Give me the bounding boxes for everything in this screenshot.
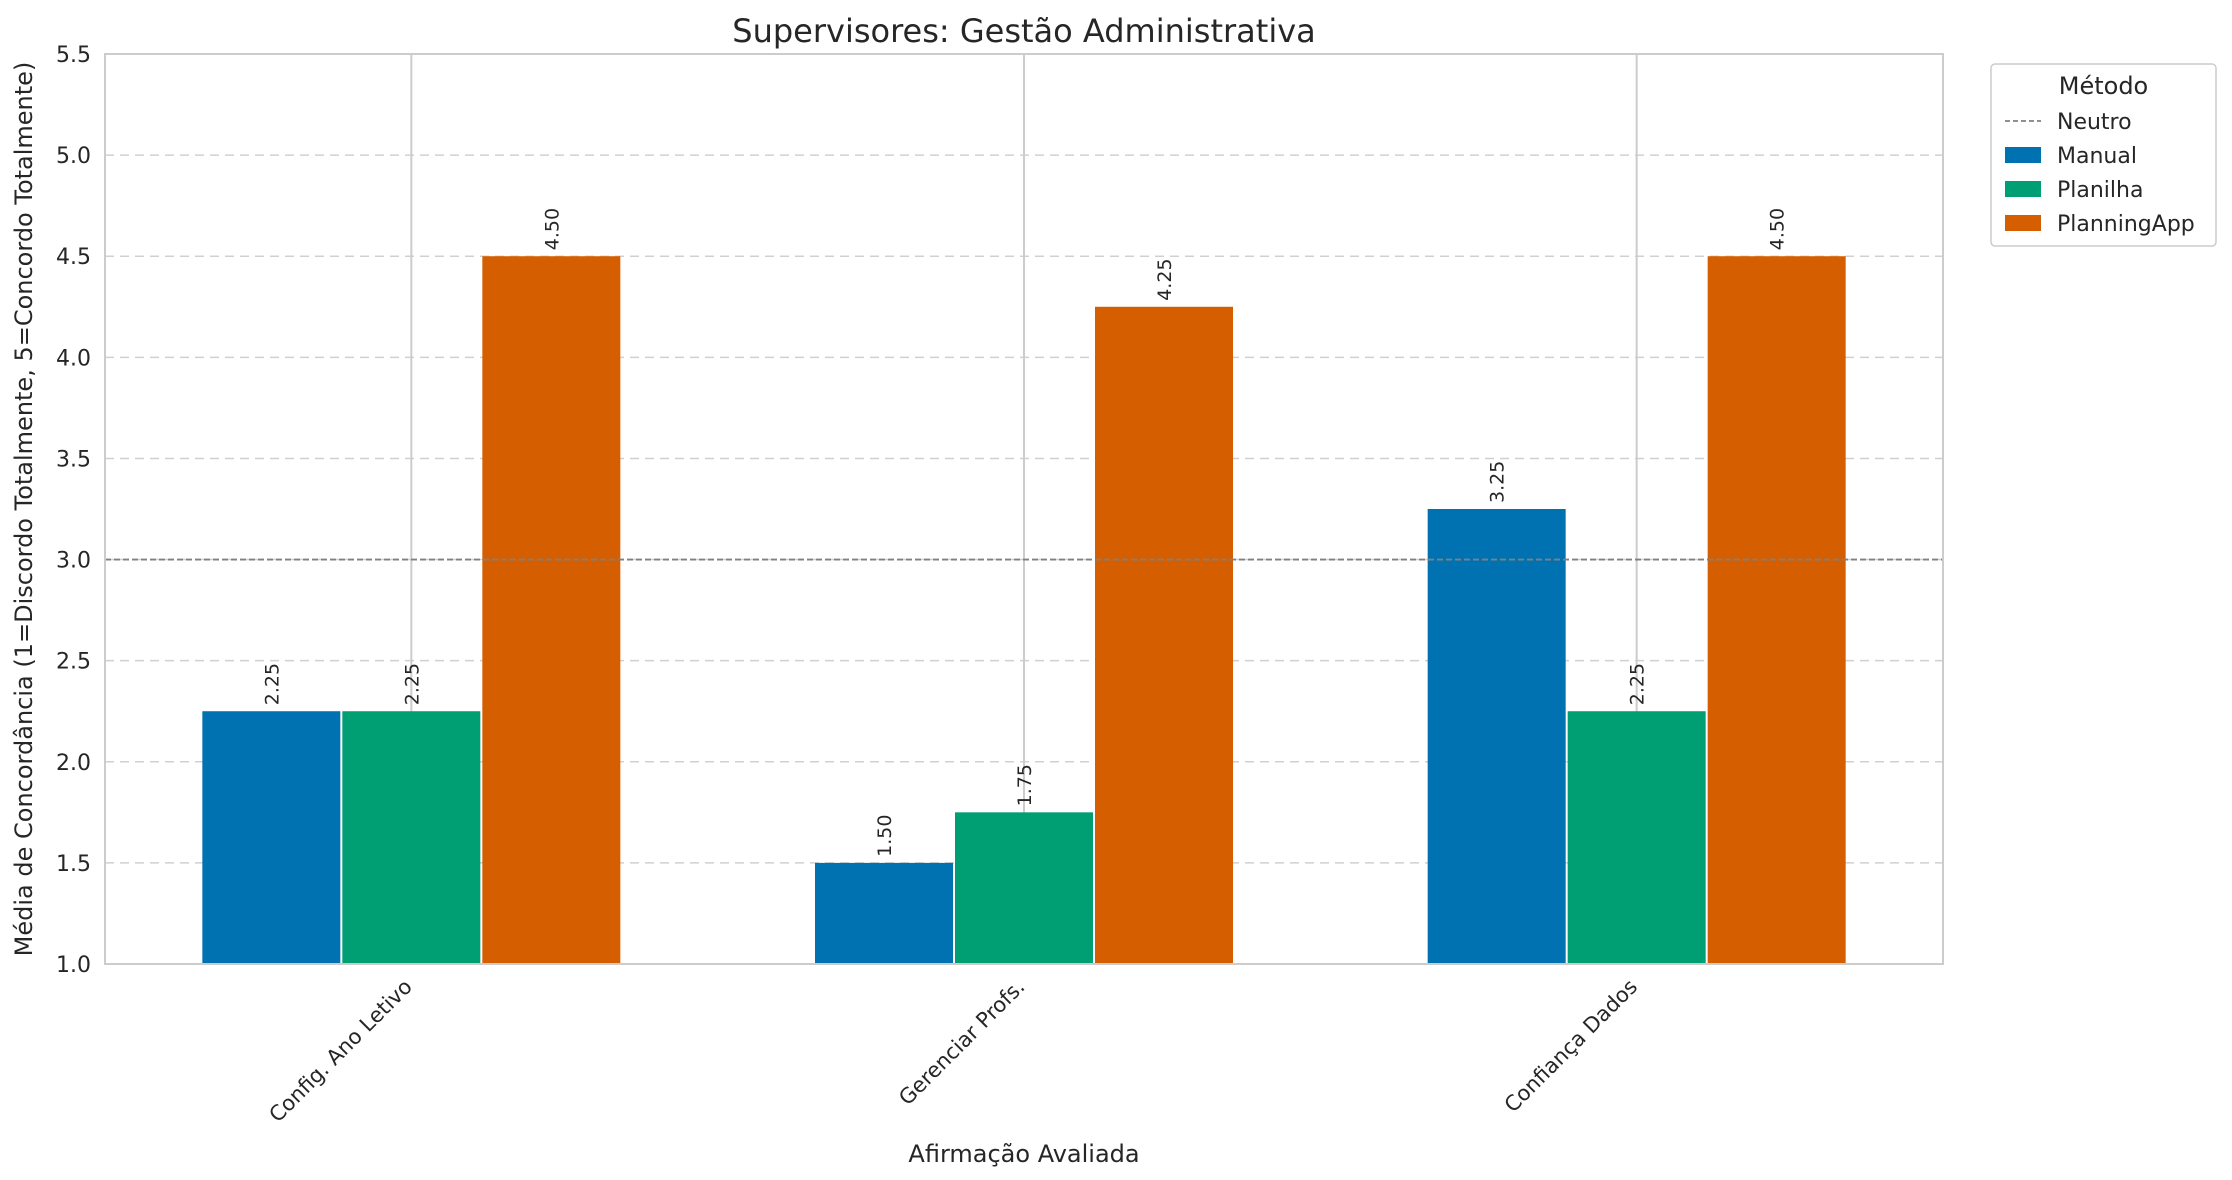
data-label: 2.25	[401, 663, 423, 705]
bar-planningapp	[1095, 306, 1233, 964]
y-tick-label: 3.5	[56, 447, 91, 472]
bar-planilha	[1567, 711, 1706, 964]
legend-label-planningapp: PlanningApp	[2057, 212, 2195, 237]
y-tick-label: 2.0	[56, 751, 91, 776]
bars	[202, 256, 1846, 964]
x-tick-label: Confiança Dados	[1500, 975, 1642, 1117]
data-label: 1.75	[1014, 764, 1036, 806]
data-labels: 2.25 2.25 4.50 1.50 1.75 4.25 3.25 2.25 4.50	[261, 208, 1788, 857]
data-label: 4.25	[1154, 258, 1176, 300]
x-tick-label: Config. Ano Letivo	[264, 975, 416, 1127]
legend: Método Neutro Manual Planilha PlanningApp	[1990, 63, 2217, 247]
legend-items: Neutro Manual Planilha PlanningApp	[2005, 110, 2195, 237]
plot-frame	[104, 53, 1944, 965]
y-axis-ticks: 1.0 1.5 2.0 2.5 3.0 3.5 4.0 4.5 5.0 5.5	[56, 43, 91, 978]
data-label: 4.50	[1767, 208, 1789, 250]
legend-label-manual: Manual	[2057, 144, 2137, 169]
data-label: 4.50	[541, 208, 563, 250]
x-tick-label: Gerenciar Profs.	[894, 975, 1029, 1110]
legend-label-neutro: Neutro	[2057, 110, 2132, 135]
legend-box	[1990, 63, 2217, 247]
y-tick-label: 4.5	[56, 245, 91, 270]
data-label: 2.25	[261, 663, 283, 705]
legend-title: Método	[2059, 72, 2148, 100]
y-tick-label: 3.0	[56, 549, 91, 574]
bar-planilha	[342, 711, 481, 964]
y-axis-label: Média de Concordância (1=Discordo Totalm…	[10, 62, 38, 957]
bar-manual	[815, 862, 953, 964]
y-tick-label: 2.5	[56, 650, 91, 675]
legend-swatch-manual	[2005, 147, 2041, 163]
data-label: 1.50	[874, 815, 896, 857]
bar-planningapp	[1707, 256, 1846, 964]
y-tick-label: 5.5	[56, 43, 91, 68]
y-tick-label: 1.5	[56, 852, 91, 877]
legend-swatch-planilha	[2005, 181, 2041, 197]
legend-label-planilha: Planilha	[2057, 178, 2143, 203]
y-tick-label: 5.0	[56, 144, 91, 169]
x-axis-label: Afirmação Avaliada	[908, 1140, 1139, 1168]
data-label: 2.25	[1627, 663, 1649, 705]
x-axis-ticks: Config. Ano Letivo Gerenciar Profs. Confia…	[264, 975, 1642, 1127]
y-tick-label: 1.0	[56, 953, 91, 978]
chart-title: Supervisores: Gestão Administrativa	[732, 12, 1316, 50]
bar-planningapp	[482, 256, 621, 964]
legend-swatch-planningapp	[2005, 215, 2041, 231]
bar-manual	[202, 711, 341, 964]
bar-planilha	[955, 812, 1093, 964]
bar-manual	[1427, 509, 1566, 964]
y-tick-label: 4.0	[56, 346, 91, 371]
data-label: 3.25	[1487, 461, 1509, 503]
